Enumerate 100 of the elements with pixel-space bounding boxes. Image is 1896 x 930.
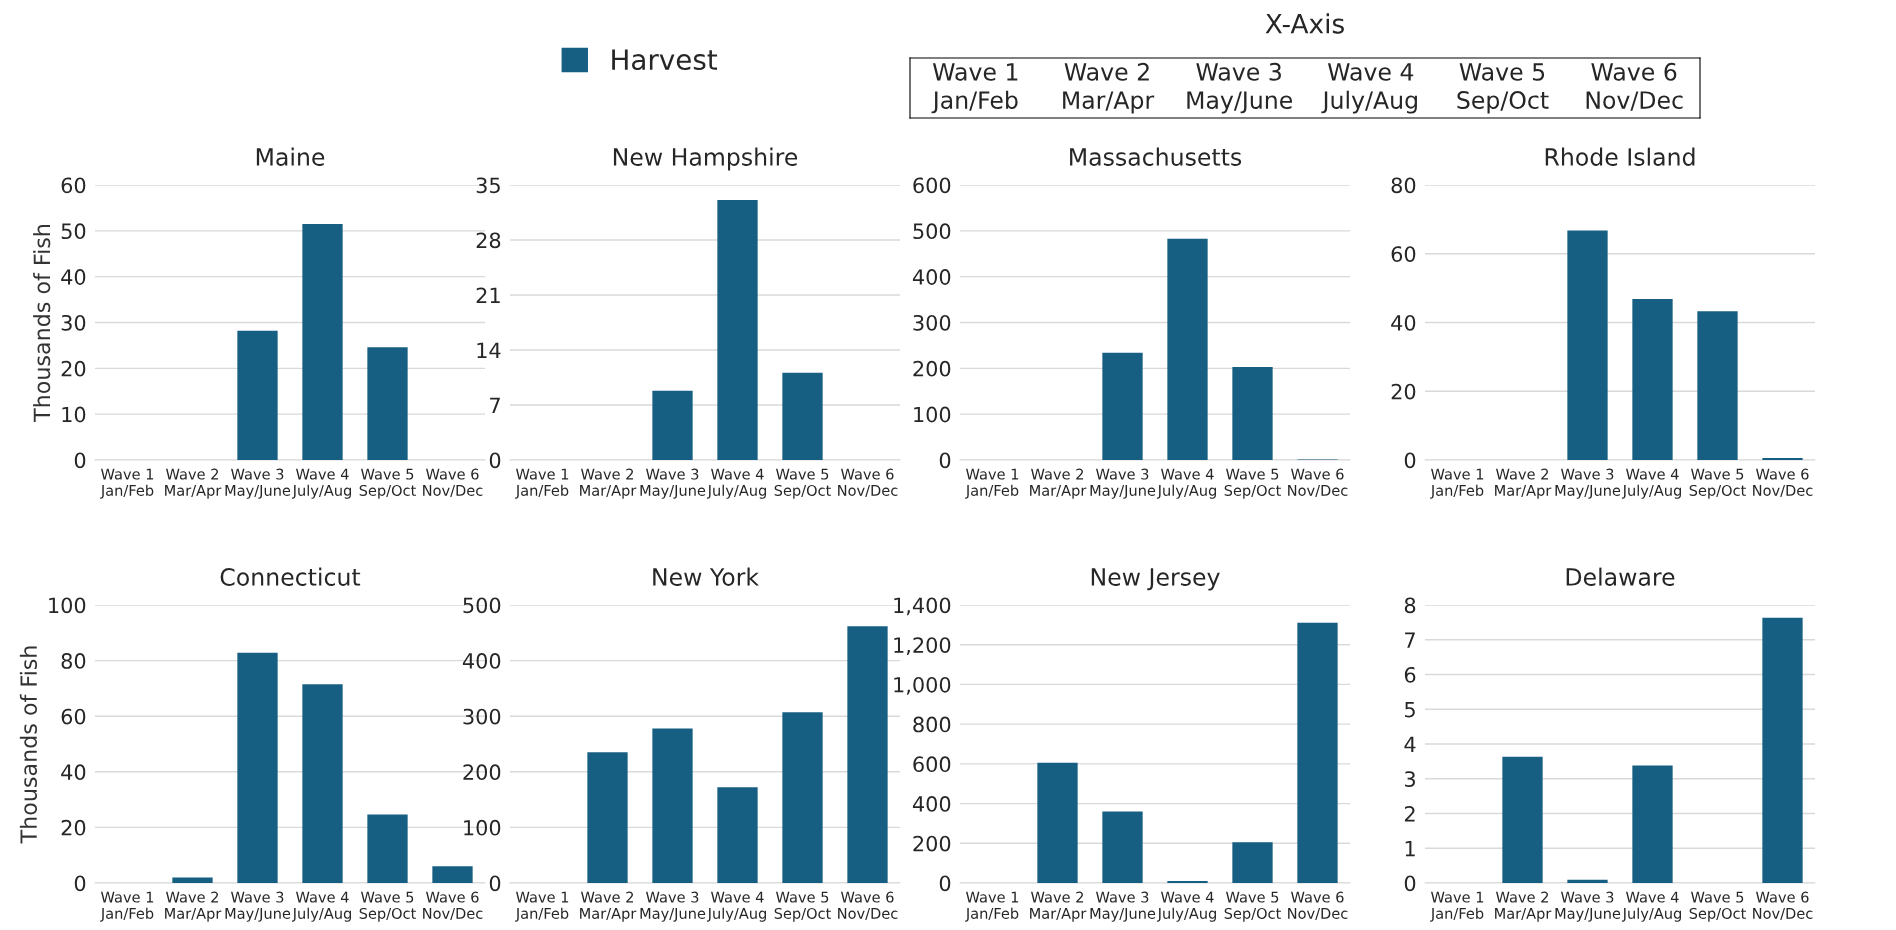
y-tick-label: 0 — [939, 452, 951, 469]
bar — [237, 330, 278, 460]
y-tick-label: 600 — [913, 756, 951, 773]
x-tick-label: Wave 4 July/Aug — [1156, 468, 1216, 499]
x-tick-label: Wave 4 July/Aug — [1621, 891, 1681, 922]
bar — [1037, 762, 1078, 883]
bar — [1567, 879, 1608, 883]
x-tick-label: Wave 2 Mar/Apr — [1030, 468, 1087, 499]
x-tick-label: Wave 1 Jan/Feb — [965, 468, 1019, 499]
y-tick-label: 14 — [477, 342, 501, 358]
bar — [717, 199, 758, 460]
y-tick-label: 0 — [939, 875, 951, 892]
chart-title: Delaware — [1566, 567, 1675, 586]
y-tick-label: 60 — [1391, 246, 1416, 262]
y-tick-label: 28 — [476, 232, 501, 249]
y-tick-label: 80 — [61, 653, 86, 669]
bar — [1502, 756, 1543, 883]
x-tick-label: Wave 6 Nov/Dec — [1753, 468, 1813, 498]
x-tick-label: Wave 3 May/June — [1555, 468, 1621, 499]
x-tick-label: Wave 2 Mar/Apr — [580, 468, 637, 499]
x-tick-label: Wave 5 Sep/Oct — [774, 468, 831, 499]
x-tick-label: Wave 4 July/Aug — [1156, 891, 1216, 922]
y-tick-label: 800 — [913, 716, 951, 733]
y-tick-label: 100 — [464, 819, 501, 836]
x-tick-label: Wave 1 Jan/Feb — [515, 468, 569, 499]
text: Wave 2 Mar/Apr — [1063, 62, 1155, 114]
x-tick-label: Wave 3 May/June — [1090, 468, 1156, 499]
x-tick-label: Wave 6 Nov/Dec — [1288, 468, 1348, 498]
x-tick-label: Wave 5 Sep/Oct — [1224, 891, 1281, 922]
bar — [717, 787, 758, 883]
bar — [367, 347, 408, 460]
y-tick-label: 0 — [489, 452, 501, 469]
y-tick-label: 500 — [463, 597, 501, 614]
bar — [782, 712, 823, 883]
chart-title: New Hampshire — [613, 147, 798, 171]
y-tick-label: 4 — [1404, 736, 1416, 752]
chart-title: New Jersey — [1091, 568, 1220, 591]
bar — [782, 372, 823, 460]
x-tick-label: Wave 4 July/Aug — [1621, 468, 1681, 499]
y-tick-label: 2 — [1404, 805, 1415, 822]
x-tick-label: Wave 1 Jan/Feb — [1430, 891, 1484, 922]
x-tick-label: Wave 3 May/June — [640, 468, 706, 499]
chart-title: Maine — [256, 147, 325, 166]
x-tick-label: Wave 5 Sep/Oct — [359, 468, 416, 499]
bar — [1697, 311, 1738, 460]
y-tick-label: 1,200 — [894, 637, 951, 656]
bar — [302, 223, 343, 460]
x-tick-label: Wave 5 Sep/Oct — [774, 891, 831, 922]
y-tick-label: 1,000 — [894, 676, 951, 695]
x-tick-label: Wave 4 July/Aug — [706, 468, 766, 499]
x-tick-label: Wave 4 July/Aug — [291, 891, 351, 922]
x-tick-label: Wave 2 Mar/Apr — [580, 891, 637, 922]
y-tick-label: 0 — [74, 452, 86, 469]
bar — [1232, 842, 1273, 883]
y-tick-label: 7 — [1405, 632, 1415, 648]
x-tick-label: Wave 3 May/June — [225, 468, 291, 499]
y-axis-title: Thousands of Fish — [33, 224, 51, 422]
y-tick-label: 100 — [914, 406, 951, 423]
bar — [1567, 230, 1608, 460]
x-tick-label: Wave 5 Sep/Oct — [1689, 891, 1746, 922]
x-tick-label: Wave 1 Jan/Feb — [100, 468, 154, 499]
y-tick-label: 200 — [913, 835, 951, 852]
text: Wave 5 Sep/Oct — [1457, 63, 1549, 114]
bar — [432, 866, 473, 883]
y-tick-label: 10 — [62, 406, 86, 423]
y-tick-label: 1 — [1405, 840, 1415, 857]
x-tick-label: Wave 3 May/June — [1555, 891, 1621, 922]
y-tick-label: 40 — [1391, 314, 1416, 331]
x-tick-label: Wave 3 May/June — [1090, 891, 1156, 922]
y-tick-label: 35 — [476, 177, 500, 194]
y-tick-label: 500 — [913, 223, 951, 240]
y-tick-label: 7 — [490, 397, 500, 413]
bar — [1632, 765, 1673, 883]
y-tick-label: 300 — [463, 708, 501, 725]
bar — [172, 877, 213, 883]
x-tick-label: Wave 4 July/Aug — [291, 468, 351, 499]
bar — [652, 390, 693, 460]
x-tick-label: Wave 2 Mar/Apr — [165, 468, 222, 499]
bar — [237, 652, 278, 883]
x-tick-label: Wave 4 July/Aug — [706, 891, 766, 922]
chart-title: Connecticut — [220, 567, 361, 586]
y-tick-label: 20 — [61, 360, 86, 377]
y-tick-label: 6 — [1404, 666, 1416, 683]
y-tick-label: 200 — [463, 764, 501, 781]
x-tick-label: Wave 2 Mar/Apr — [165, 891, 222, 922]
y-tick-label: 60 — [61, 177, 86, 194]
y-tick-label: 600 — [913, 177, 951, 194]
y-tick-label: 0 — [489, 875, 501, 892]
y-tick-label: 400 — [912, 269, 951, 285]
chart-title: Rhode Island — [1545, 147, 1695, 166]
bar — [1232, 366, 1273, 460]
x-tick-label: Wave 6 Nov/Dec — [1753, 891, 1813, 921]
y-tick-label: 80 — [1391, 177, 1416, 194]
x-tick-label: Wave 2 Mar/Apr — [1495, 891, 1552, 922]
x-tick-label: Wave 1 Jan/Feb — [1430, 468, 1484, 499]
x-tick-label: Wave 6 Nov/Dec — [423, 468, 483, 498]
y-tick-label: 0 — [1404, 452, 1416, 469]
text: Wave 3 May/June — [1187, 62, 1292, 114]
y-tick-label: 300 — [913, 314, 951, 331]
bar — [1102, 811, 1143, 883]
